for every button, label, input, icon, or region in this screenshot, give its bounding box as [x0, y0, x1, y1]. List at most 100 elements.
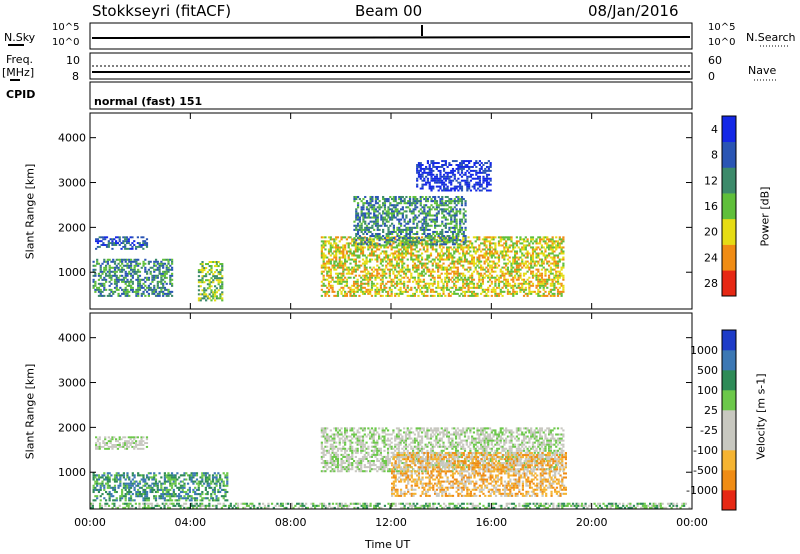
echo-cell	[118, 236, 121, 239]
echo-cell	[457, 228, 460, 231]
echo-cell	[401, 195, 404, 199]
echo-cell	[344, 290, 347, 293]
echo-cell	[540, 294, 544, 297]
echo-cell	[137, 493, 140, 496]
echo-cell	[320, 470, 323, 473]
echo-cell	[226, 490, 229, 494]
echo-cell	[215, 265, 218, 268]
echo-cell	[128, 484, 131, 487]
echo-cell	[444, 216, 447, 219]
echo-cell	[156, 484, 159, 487]
echo-cell	[547, 276, 551, 279]
echo-cell	[345, 266, 349, 269]
echo-cell	[530, 266, 533, 269]
echo-cell	[537, 262, 540, 265]
echo-cell	[158, 497, 161, 500]
echo-cell	[322, 236, 325, 239]
echo-cell	[485, 181, 489, 184]
echo-cell	[347, 286, 350, 289]
echo-cell	[397, 264, 400, 267]
echo-cell	[485, 288, 488, 291]
echo-cell	[103, 288, 106, 291]
echo-cell	[476, 282, 479, 285]
echo-cell	[210, 269, 213, 272]
echo-cell	[399, 224, 403, 227]
echo-cell	[122, 290, 126, 293]
echo-cell	[425, 165, 428, 168]
echo-cell	[408, 244, 411, 247]
echo-cell	[127, 436, 130, 439]
echo-cell	[451, 248, 454, 251]
echo-cell	[479, 278, 483, 281]
echo-cell	[326, 240, 329, 243]
echo-cell	[219, 482, 222, 485]
echo-cell	[515, 252, 518, 255]
echo-cell	[531, 252, 535, 255]
echo-cell	[485, 250, 488, 253]
echo-cell	[510, 236, 513, 239]
echo-cell	[440, 264, 443, 267]
echo-cell	[324, 256, 327, 259]
echo-cell	[322, 258, 325, 261]
echo-cell	[401, 258, 404, 261]
echo-cell	[179, 495, 183, 498]
echo-cell	[342, 262, 345, 265]
echo-cell	[329, 459, 332, 463]
echo-cell	[524, 286, 527, 289]
echo-cell	[517, 276, 520, 279]
echo-cell	[453, 169, 456, 172]
echo-cell	[451, 276, 454, 279]
echo-cell	[467, 294, 470, 297]
echo-cell	[392, 240, 395, 243]
echo-cell	[481, 280, 484, 283]
echo-cell	[131, 290, 134, 293]
echo-cell	[106, 486, 109, 489]
echo-cell	[117, 478, 120, 481]
echo-cell	[121, 288, 124, 291]
echo-cell	[462, 212, 465, 215]
echo-cell	[381, 238, 384, 241]
echo-cell	[505, 242, 508, 245]
echo-cell	[448, 171, 451, 174]
echo-cell	[128, 260, 131, 263]
echo-cell	[444, 218, 447, 221]
echo-cell	[356, 256, 359, 259]
echo-cell	[455, 179, 458, 182]
echo-cell	[459, 173, 462, 176]
echo-cell	[487, 177, 490, 180]
echo-cell	[383, 268, 386, 271]
echo-cell	[386, 246, 390, 249]
echo-cell	[512, 242, 515, 245]
echo-cell	[219, 269, 222, 272]
echo-cell	[448, 189, 451, 192]
echo-cell	[488, 264, 492, 267]
echo-cell	[537, 276, 540, 279]
echo-cell	[537, 236, 540, 239]
echo-cell	[160, 264, 163, 267]
echo-cell	[478, 260, 481, 263]
echo-cell	[412, 264, 415, 267]
echo-cell	[213, 289, 217, 292]
echo-cell	[224, 488, 227, 491]
echo-cell	[181, 497, 184, 500]
echo-cell	[356, 230, 360, 233]
echo-cell	[547, 244, 551, 247]
echo-cell	[428, 284, 431, 287]
echo-cell	[142, 474, 145, 477]
echo-cell	[344, 280, 347, 283]
echo-cell	[378, 288, 381, 291]
echo-cell	[526, 244, 529, 247]
echo-cell	[506, 238, 510, 241]
echo-cell	[406, 252, 409, 255]
echo-cell	[442, 164, 446, 166]
echo-cell	[448, 175, 451, 178]
echo-cell	[210, 480, 213, 483]
echo-cell	[219, 476, 222, 479]
echo-cell	[390, 246, 393, 249]
echo-cell	[435, 181, 438, 184]
echo-cell	[482, 175, 485, 178]
echo-cell	[431, 290, 434, 293]
echo-cell	[530, 280, 533, 283]
echo-cell	[478, 175, 481, 178]
echo-cell	[331, 246, 334, 249]
